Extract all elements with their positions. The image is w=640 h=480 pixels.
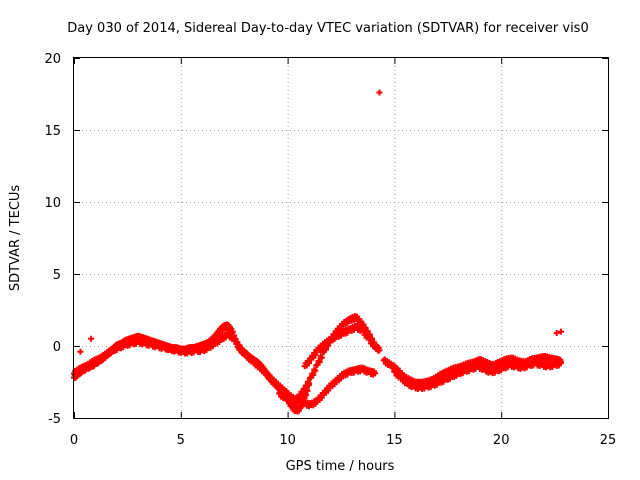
data-point [331, 336, 338, 343]
x-tick-label: 25 [600, 433, 617, 448]
data-point [325, 387, 332, 394]
data-point [232, 335, 239, 342]
x-tick-label: 10 [279, 433, 296, 448]
x-tick-label: 20 [493, 433, 510, 448]
y-tick-label: 20 [44, 52, 61, 67]
data-point [372, 370, 379, 377]
data-point [558, 360, 565, 367]
data-point [293, 398, 300, 405]
data-point [209, 343, 216, 350]
data-point [216, 338, 223, 345]
data-point [318, 354, 325, 361]
data-point [312, 351, 319, 358]
data-point-outlier [376, 89, 383, 96]
data-point [100, 354, 107, 361]
data-point [312, 400, 319, 407]
chart-title: Day 030 of 2014, Sidereal Day-to-day VTE… [67, 21, 588, 36]
data-point [88, 362, 95, 369]
data-point-outlier [77, 348, 84, 355]
data-point [331, 381, 338, 388]
data-point [372, 344, 379, 351]
data-point [310, 372, 317, 379]
data-point [303, 392, 310, 399]
data-point [325, 340, 332, 347]
y-tick-label: 0 [53, 340, 61, 355]
x-tick-label: 5 [177, 433, 185, 448]
axis-ticks: 0 5 10 15 20 25 -5 0 5 10 15 20 [44, 52, 616, 448]
data-point [318, 345, 325, 352]
data-point [318, 394, 325, 401]
y-tick-label: 15 [44, 124, 61, 139]
data-points [71, 89, 565, 415]
data-point [316, 359, 323, 366]
data-point [376, 347, 383, 354]
data-point [75, 369, 82, 376]
y-tick-label: 10 [44, 196, 61, 211]
data-point [338, 375, 344, 382]
y-tick-label: -5 [48, 412, 61, 427]
data-point-outlier [88, 335, 95, 342]
plot-frame [73, 57, 609, 419]
data-point [305, 360, 312, 367]
x-tick-label: 0 [70, 433, 78, 448]
data-point [344, 320, 351, 327]
data-point [338, 325, 344, 332]
data-point-outlier [553, 330, 560, 337]
data-point [305, 380, 312, 387]
data-point-outlier [558, 328, 565, 335]
x-axis-label: GPS time / hours [286, 459, 395, 474]
data-point [107, 350, 114, 357]
data-point [234, 339, 241, 346]
y-tick-label: 5 [53, 268, 61, 283]
y-axis-label: SDTVAR / TECUs [8, 185, 23, 292]
data-point [303, 384, 310, 391]
data-point [371, 341, 378, 348]
data-point [360, 321, 367, 328]
data-point [312, 367, 319, 374]
data-point [299, 390, 306, 397]
x-tick-label: 15 [386, 433, 403, 448]
